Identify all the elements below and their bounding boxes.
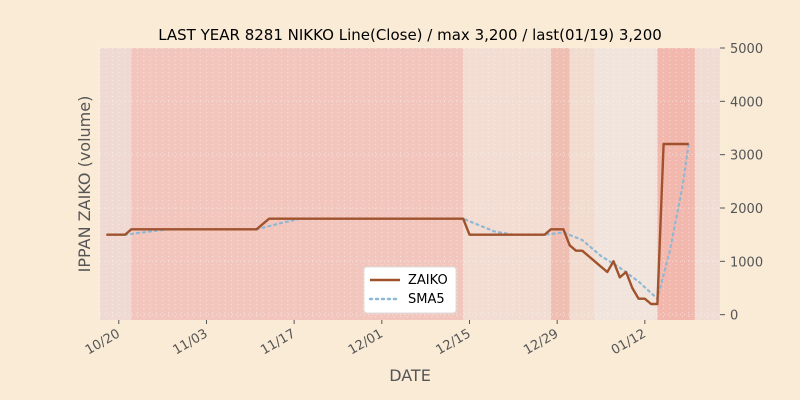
chart-title: LAST YEAR 8281 NIKKO Line(Close) / max 3…	[158, 26, 662, 44]
y-tick-label-1: 1000	[730, 255, 763, 270]
y-tick-label-5: 5000	[730, 42, 763, 57]
background-band-2	[463, 48, 551, 320]
legend-label-zaiko: ZAIKO	[408, 273, 448, 288]
x-axis-ticks: 10/20 11/03 11/17 12/01 12/15 12/29 01/12	[83, 320, 649, 358]
background-band-4	[569, 48, 595, 320]
series-line-zaiko	[106, 142, 689, 306]
background-bands	[100, 48, 720, 320]
x-axis-label: DATE	[389, 366, 431, 385]
background-band-0	[100, 48, 132, 320]
y-tick-label-2: 2000	[730, 202, 763, 217]
x-tick-label-6: 01/12	[609, 326, 649, 358]
y-axis-label: IPPAN ZAIKO (volume)	[75, 96, 94, 273]
x-tick-label-4: 12/15	[434, 326, 474, 358]
grid-lines	[99, 47, 721, 320]
y-tick-label-3: 3000	[730, 149, 763, 164]
x-tick-label-1: 11/03	[171, 326, 211, 358]
series-lines	[106, 142, 690, 306]
x-tick-label-2: 11/17	[258, 326, 298, 358]
y-axis-ticks: 0 1000 2000 3000 4000 5000	[720, 42, 763, 324]
y-tick-label-4: 4000	[730, 95, 763, 110]
x-tick-label-3: 12/01	[346, 326, 386, 358]
legend: ZAIKO SMA5	[363, 266, 457, 314]
plot-area	[99, 47, 721, 320]
legend-label-sma5: SMA5	[408, 292, 445, 307]
x-tick-label-5: 12/29	[521, 326, 561, 358]
background-band-7	[694, 48, 720, 320]
background-band-3	[550, 48, 570, 320]
x-tick-label-0: 10/20	[83, 326, 123, 358]
y-tick-label-0: 0	[730, 309, 738, 324]
legend-box	[363, 266, 457, 314]
